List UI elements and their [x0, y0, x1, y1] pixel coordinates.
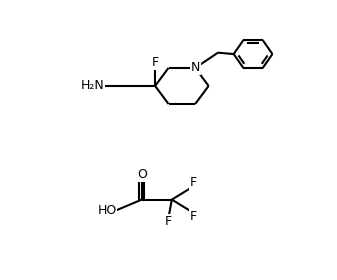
- Text: F: F: [190, 210, 197, 223]
- Text: F: F: [190, 176, 197, 190]
- Text: H₂N: H₂N: [81, 80, 104, 92]
- Text: O: O: [137, 168, 147, 181]
- Text: N: N: [190, 61, 200, 74]
- Text: F: F: [165, 215, 172, 228]
- Text: F: F: [152, 56, 159, 69]
- Text: HO: HO: [97, 204, 117, 217]
